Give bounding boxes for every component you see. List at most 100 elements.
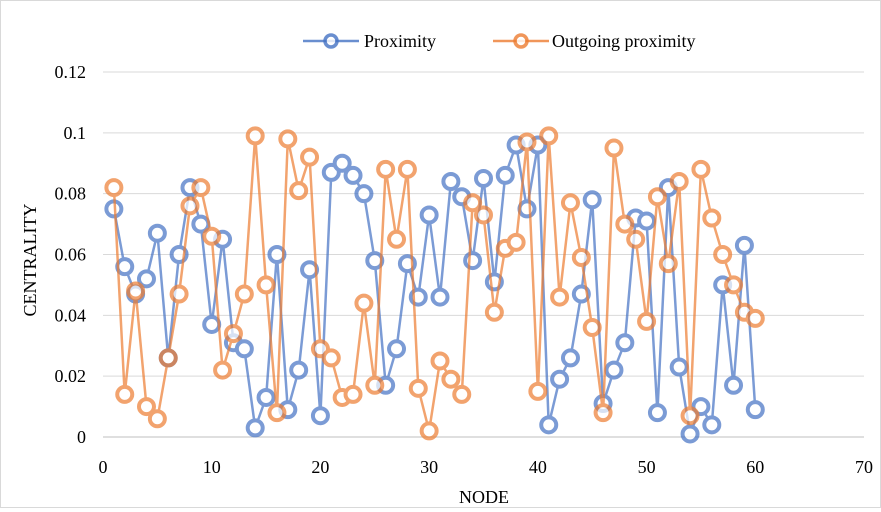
data-point-outgoing-proximity: [637, 311, 657, 331]
data-point-outgoing-proximity: [365, 375, 385, 395]
series-outgoing-proximity: [104, 126, 765, 441]
data-point-outgoing-proximity: [278, 129, 298, 149]
x-tick-label: 60: [746, 457, 764, 477]
data-point-outgoing-proximity: [300, 147, 320, 167]
data-point-outgoing-proximity: [245, 126, 265, 146]
data-point-proximity: [147, 223, 167, 243]
data-point-outgoing-proximity: [691, 159, 711, 179]
data-point-proximity: [289, 360, 309, 380]
x-tick-label: 70: [855, 457, 873, 477]
data-point-outgoing-proximity: [430, 351, 450, 371]
x-tick-label: 20: [311, 457, 329, 477]
y-tick-label: 0: [77, 427, 86, 447]
data-point-proximity: [136, 269, 156, 289]
y-axis-title: CENTRALITY: [20, 204, 40, 317]
data-point-outgoing-proximity: [397, 159, 417, 179]
data-point-proximity: [354, 184, 374, 204]
data-point-outgoing-proximity: [202, 226, 222, 246]
data-point-outgoing-proximity: [321, 348, 341, 368]
data-point-outgoing-proximity: [647, 187, 667, 207]
data-point-outgoing-proximity: [745, 308, 765, 328]
data-point-outgoing-proximity: [289, 181, 309, 201]
data-point-outgoing-proximity: [147, 409, 167, 429]
data-point-outgoing-proximity: [463, 193, 483, 213]
series-line-outgoing-proximity: [112, 134, 756, 433]
series-layer: [104, 126, 765, 444]
data-point-outgoing-proximity: [560, 193, 580, 213]
legend: Proximity Outgoing proximity: [303, 31, 696, 51]
data-point-proximity: [495, 165, 515, 185]
data-point-proximity: [234, 339, 254, 359]
data-point-outgoing-proximity: [724, 275, 744, 295]
data-point-proximity: [343, 165, 363, 185]
data-point-outgoing-proximity: [517, 132, 537, 152]
data-point-outgoing-proximity: [126, 281, 146, 301]
x-tick-label: 40: [529, 457, 547, 477]
x-tick-label: 0: [99, 457, 108, 477]
series-proximity: [104, 135, 765, 444]
data-point-outgoing-proximity: [169, 284, 189, 304]
data-point-outgoing-proximity: [680, 406, 700, 426]
data-point-proximity: [517, 199, 537, 219]
data-point-outgoing-proximity: [702, 208, 722, 228]
data-point-proximity: [430, 287, 450, 307]
data-point-proximity: [571, 284, 591, 304]
data-point-proximity: [539, 415, 559, 435]
x-axis-ticks: 0 10 20 30 40 50 60 70: [99, 457, 874, 477]
data-point-proximity: [463, 251, 483, 271]
data-point-outgoing-proximity: [213, 360, 233, 380]
y-tick-label: 0.08: [55, 184, 87, 204]
data-point-outgoing-proximity: [419, 421, 439, 441]
data-point-outgoing-proximity: [615, 214, 635, 234]
legend-marker-proximity: [323, 33, 339, 49]
data-point-outgoing-proximity: [223, 324, 243, 344]
data-point-outgoing-proximity: [441, 369, 461, 389]
data-point-outgoing-proximity: [658, 254, 678, 274]
y-tick-label: 0.04: [55, 305, 87, 325]
data-point-proximity: [745, 400, 765, 420]
data-point-outgoing-proximity: [343, 384, 363, 404]
y-tick-label: 0.12: [55, 62, 87, 82]
data-point-outgoing-proximity: [104, 178, 124, 198]
data-point-outgoing-proximity: [387, 229, 407, 249]
data-point-outgoing-proximity: [528, 381, 548, 401]
data-point-outgoing-proximity: [474, 205, 493, 225]
legend-item-outgoing-proximity: Outgoing proximity: [493, 31, 696, 51]
legend-label-proximity: Proximity: [364, 31, 436, 51]
y-tick-label: 0.02: [55, 366, 87, 386]
data-point-proximity: [702, 415, 722, 435]
y-tick-label: 0.06: [55, 245, 87, 265]
x-tick-label: 50: [638, 457, 656, 477]
data-point-proximity: [734, 235, 754, 255]
data-point-outgoing-proximity: [354, 293, 374, 313]
data-point-proximity: [419, 205, 439, 225]
x-tick-label: 30: [420, 457, 438, 477]
y-tick-label: 0.1: [64, 123, 87, 143]
data-point-outgoing-proximity: [506, 232, 526, 252]
data-point-outgoing-proximity: [669, 172, 689, 191]
data-point-outgoing-proximity: [539, 126, 559, 146]
legend-marker-outgoing-proximity: [513, 33, 529, 49]
series-line-proximity: [112, 143, 757, 436]
data-point-proximity: [256, 387, 276, 407]
data-point-proximity: [615, 333, 635, 353]
data-point-outgoing-proximity: [593, 403, 613, 423]
data-point-outgoing-proximity: [234, 284, 254, 304]
data-point-proximity: [724, 375, 744, 395]
data-point-proximity: [550, 369, 570, 389]
data-point-proximity: [310, 406, 330, 426]
data-point-proximity: [680, 424, 700, 444]
data-point-proximity: [582, 190, 602, 210]
data-point-outgoing-proximity: [256, 275, 276, 295]
data-point-proximity: [604, 360, 624, 380]
data-point-outgoing-proximity: [484, 302, 504, 322]
data-point-proximity: [637, 211, 657, 231]
legend-item-proximity: Proximity: [303, 31, 436, 51]
data-point-outgoing-proximity: [550, 287, 570, 307]
data-point-outgoing-proximity: [158, 348, 178, 368]
data-point-proximity: [669, 357, 689, 377]
data-point-proximity: [332, 153, 352, 173]
data-point-outgoing-proximity: [180, 196, 200, 216]
